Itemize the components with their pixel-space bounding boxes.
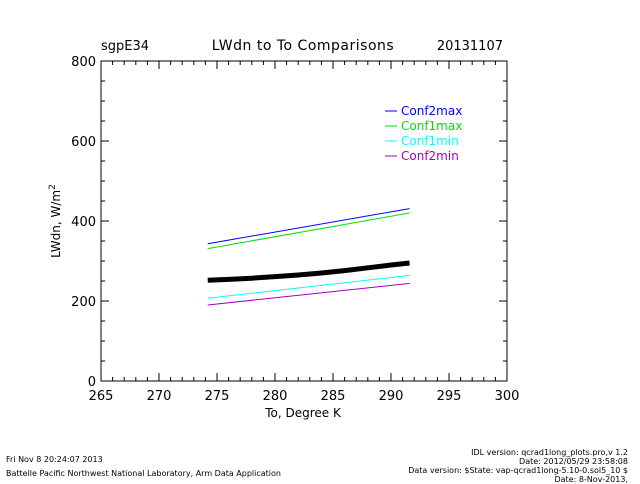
y-tick-label: 0: [88, 375, 96, 390]
x-tick-label: 270: [147, 389, 172, 404]
x-tick-label: 295: [437, 389, 462, 404]
series-line-conf1min: [207, 274, 410, 299]
y-tick-label: 200: [71, 295, 96, 310]
footer-idl-date: Date: 2012/05/29 23:58:08: [519, 457, 628, 466]
footer-timestamp: Fri Nov 8 20:24:07 2013: [6, 455, 103, 464]
svg-text:LWdn, W/m2: LWdn, W/m2: [48, 184, 63, 258]
legend-entry-conf1min: Conf1min: [401, 134, 459, 148]
y-axis-label-main: LWdn, W/m: [49, 190, 63, 258]
observed-line: [207, 260, 410, 283]
x-axis: 265 270 275 280 285 290 295 300: [89, 61, 520, 404]
legend-entry-conf2max: Conf2max: [401, 104, 462, 118]
y-tick-label: 800: [71, 55, 96, 70]
legend-entry-conf2min: Conf2min: [401, 149, 459, 163]
observed-layer: [207, 260, 410, 283]
series-layer: [207, 208, 410, 306]
site-label: sgpE34: [101, 39, 149, 54]
x-axis-label: To, Degree K: [264, 406, 342, 420]
footer-lab: Battelle Pacific Northwest National Labo…: [6, 469, 281, 478]
x-tick-label: 300: [495, 389, 520, 404]
x-tick-label: 285: [321, 389, 346, 404]
footer-left: Fri Nov 8 20:24:07 2013 Battelle Pacific…: [6, 455, 281, 478]
footer-data-version: Data version: $State: vap-qcrad1long-5.1…: [408, 466, 628, 475]
series-line-conf1max: [207, 212, 410, 250]
x-tick-label: 280: [263, 389, 288, 404]
date-label: 20131107: [437, 39, 503, 54]
x-tick-label: 275: [205, 389, 230, 404]
y-tick-label: 400: [71, 215, 96, 230]
y-tick-label: 600: [71, 135, 96, 150]
legend-entry-conf1max: Conf1max: [401, 119, 462, 133]
footer-idl-version: IDL version: qcrad1long_plots.pro,v 1.2: [471, 448, 628, 457]
series-line-conf2max: [207, 208, 410, 245]
footer-right: IDL version: qcrad1long_plots.pro,v 1.2 …: [408, 448, 628, 484]
y-axis-label-sup: 2: [48, 184, 58, 190]
y-axis: 0 200 400 600 800: [71, 55, 507, 390]
x-tick-label: 290: [379, 389, 404, 404]
y-axis-label: LWdn, W/m2: [48, 184, 63, 258]
chart-title: LWdn to To Comparisons: [212, 38, 394, 54]
series-line-conf2min: [207, 282, 410, 306]
x-tick-label: 265: [89, 389, 114, 404]
